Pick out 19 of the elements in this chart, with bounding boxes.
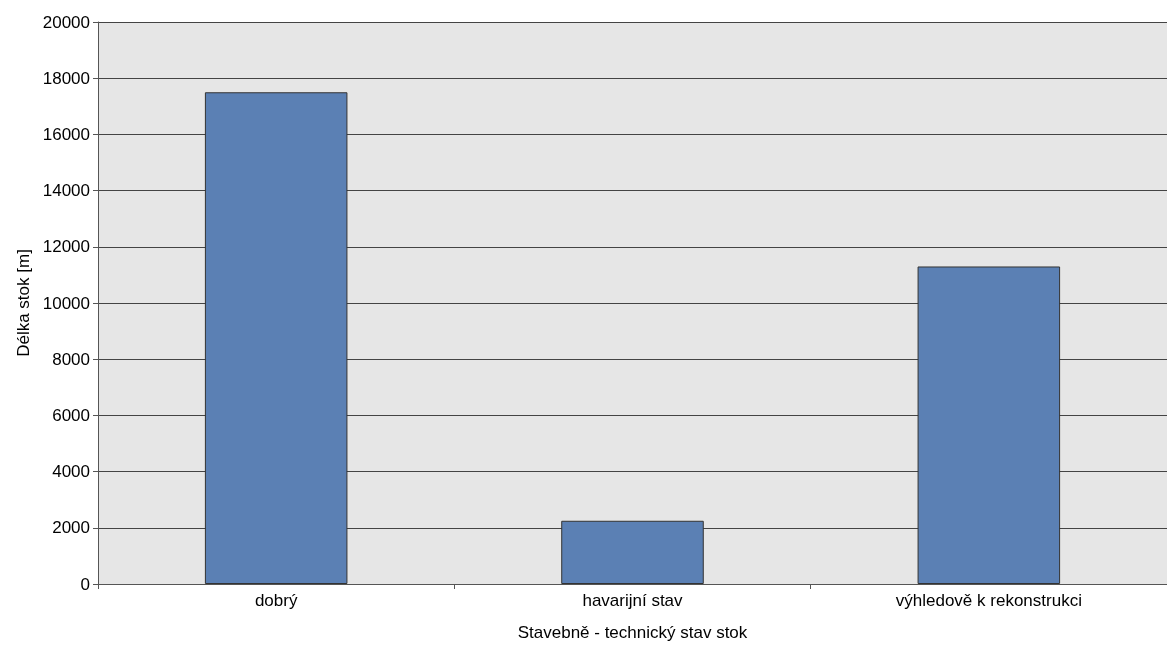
y-axis-title: Délka stok [m] [13, 249, 33, 357]
y-tick-label: 2000 [52, 518, 90, 538]
x-tick-label: dobrý [254, 591, 298, 610]
y-tick-label: 18000 [42, 68, 90, 88]
bar [917, 266, 1061, 584]
y-tick-label: 6000 [52, 405, 90, 425]
y-tick-label: 0 [80, 574, 90, 594]
x-tick-label: havarijní stav [582, 591, 684, 610]
x-axis-title: Stavebně - technický stav stok [517, 623, 748, 642]
y-tick-label: 4000 [52, 462, 90, 482]
y-tick-label: 14000 [42, 181, 90, 201]
y-tick-label: 8000 [52, 349, 90, 369]
y-tick-label: 12000 [42, 237, 90, 257]
y-tick-label: 10000 [42, 293, 90, 313]
y-tick-label: 20000 [42, 12, 90, 32]
y-tick-label: 16000 [42, 124, 90, 144]
bar [204, 92, 348, 584]
x-tick-label: výhledově k rekonstrukci [895, 591, 1082, 610]
bar [561, 520, 704, 584]
